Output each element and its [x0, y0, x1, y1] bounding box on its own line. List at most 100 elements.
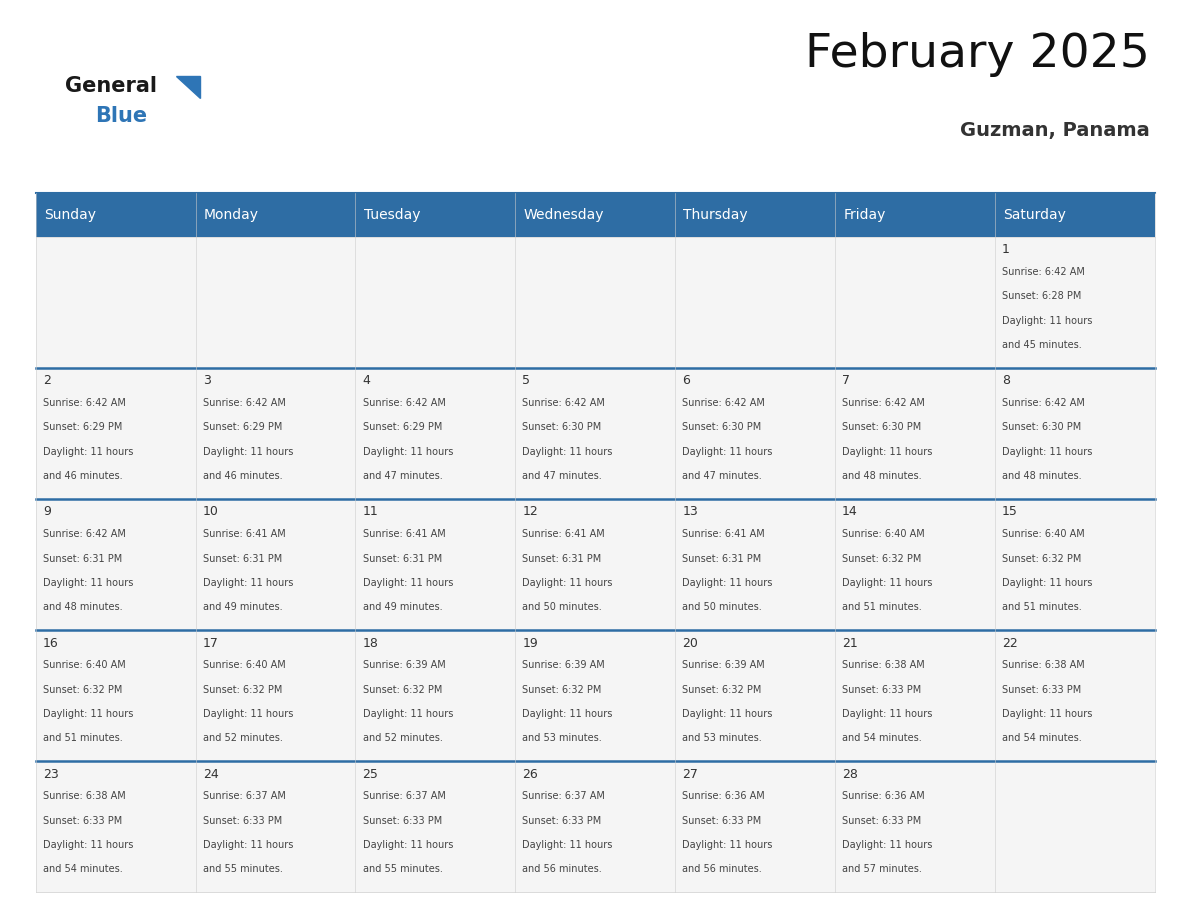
Text: General: General [65, 76, 157, 96]
Bar [355, 761, 516, 892]
Text: Sunrise: 6:41 AM: Sunrise: 6:41 AM [682, 530, 765, 539]
Text: Sunset: 6:32 PM: Sunset: 6:32 PM [203, 685, 282, 695]
Text: and 46 minutes.: and 46 minutes. [43, 471, 122, 481]
Text: Sunset: 6:30 PM: Sunset: 6:30 PM [682, 422, 762, 432]
Text: and 54 minutes.: and 54 minutes. [1001, 733, 1082, 744]
Text: Daylight: 11 hours: Daylight: 11 hours [203, 577, 293, 588]
Text: Daylight: 11 hours: Daylight: 11 hours [523, 709, 613, 719]
Text: 23: 23 [43, 767, 58, 780]
Text: Sunrise: 6:42 AM: Sunrise: 6:42 AM [362, 398, 446, 409]
Text: and 50 minutes.: and 50 minutes. [682, 602, 762, 612]
Text: Daylight: 11 hours: Daylight: 11 hours [43, 840, 133, 850]
Text: Daylight: 11 hours: Daylight: 11 hours [682, 577, 772, 588]
Text: Sunset: 6:32 PM: Sunset: 6:32 PM [43, 685, 122, 695]
Text: Sunset: 6:31 PM: Sunset: 6:31 PM [43, 554, 122, 564]
Bar [36, 499, 196, 630]
Bar [835, 237, 994, 368]
Text: Daylight: 11 hours: Daylight: 11 hours [362, 840, 453, 850]
Bar [994, 761, 1155, 892]
Bar [516, 193, 675, 237]
Text: and 46 minutes.: and 46 minutes. [203, 471, 283, 481]
Text: February 2025: February 2025 [805, 32, 1150, 77]
Text: Daylight: 11 hours: Daylight: 11 hours [43, 447, 133, 457]
Text: and 48 minutes.: and 48 minutes. [842, 471, 922, 481]
Bar [355, 237, 516, 368]
Text: Sunset: 6:30 PM: Sunset: 6:30 PM [842, 422, 922, 432]
Text: Sunrise: 6:40 AM: Sunrise: 6:40 AM [203, 660, 285, 670]
Text: Sunset: 6:30 PM: Sunset: 6:30 PM [1001, 422, 1081, 432]
Bar [36, 630, 196, 761]
Bar [675, 761, 835, 892]
Text: Daylight: 11 hours: Daylight: 11 hours [523, 447, 613, 457]
Text: and 56 minutes.: and 56 minutes. [523, 864, 602, 874]
Bar [994, 368, 1155, 499]
Bar [355, 630, 516, 761]
Bar [835, 499, 994, 630]
Text: Sunset: 6:29 PM: Sunset: 6:29 PM [362, 422, 442, 432]
Text: and 56 minutes.: and 56 minutes. [682, 864, 762, 874]
Text: 10: 10 [203, 506, 219, 519]
Text: and 53 minutes.: and 53 minutes. [523, 733, 602, 744]
Text: 5: 5 [523, 375, 530, 387]
Text: Sunset: 6:32 PM: Sunset: 6:32 PM [842, 554, 922, 564]
Text: Sunrise: 6:41 AM: Sunrise: 6:41 AM [362, 530, 446, 539]
Text: Saturday: Saturday [1003, 207, 1066, 222]
Bar [196, 368, 355, 499]
Bar [196, 761, 355, 892]
Bar [355, 193, 516, 237]
Text: and 57 minutes.: and 57 minutes. [842, 864, 922, 874]
Text: and 51 minutes.: and 51 minutes. [1001, 602, 1082, 612]
Bar [196, 237, 355, 368]
Bar [36, 193, 196, 237]
Text: and 54 minutes.: and 54 minutes. [842, 733, 922, 744]
Text: 24: 24 [203, 767, 219, 780]
Text: and 52 minutes.: and 52 minutes. [362, 733, 442, 744]
Text: Sunrise: 6:40 AM: Sunrise: 6:40 AM [43, 660, 126, 670]
Text: Daylight: 11 hours: Daylight: 11 hours [1001, 316, 1093, 326]
Text: and 47 minutes.: and 47 minutes. [523, 471, 602, 481]
Text: Sunrise: 6:39 AM: Sunrise: 6:39 AM [523, 660, 605, 670]
Text: Daylight: 11 hours: Daylight: 11 hours [362, 447, 453, 457]
Text: Daylight: 11 hours: Daylight: 11 hours [682, 447, 772, 457]
Text: 20: 20 [682, 636, 699, 650]
Text: Sunrise: 6:38 AM: Sunrise: 6:38 AM [842, 660, 925, 670]
Bar [516, 499, 675, 630]
Text: Daylight: 11 hours: Daylight: 11 hours [43, 709, 133, 719]
Text: Sunrise: 6:41 AM: Sunrise: 6:41 AM [523, 530, 605, 539]
Text: Sunrise: 6:39 AM: Sunrise: 6:39 AM [682, 660, 765, 670]
Text: Daylight: 11 hours: Daylight: 11 hours [682, 709, 772, 719]
Text: Sunset: 6:33 PM: Sunset: 6:33 PM [842, 816, 922, 826]
Text: and 50 minutes.: and 50 minutes. [523, 602, 602, 612]
Text: Sunrise: 6:39 AM: Sunrise: 6:39 AM [362, 660, 446, 670]
Text: Sunset: 6:32 PM: Sunset: 6:32 PM [1001, 554, 1081, 564]
Text: Sunrise: 6:42 AM: Sunrise: 6:42 AM [1001, 267, 1085, 277]
Text: and 54 minutes.: and 54 minutes. [43, 864, 122, 874]
Text: Sunrise: 6:40 AM: Sunrise: 6:40 AM [1001, 530, 1085, 539]
Text: Daylight: 11 hours: Daylight: 11 hours [362, 577, 453, 588]
Text: 14: 14 [842, 506, 858, 519]
Text: Daylight: 11 hours: Daylight: 11 hours [203, 840, 293, 850]
Text: Daylight: 11 hours: Daylight: 11 hours [203, 447, 293, 457]
Text: Sunrise: 6:37 AM: Sunrise: 6:37 AM [203, 791, 285, 801]
Text: Tuesday: Tuesday [364, 207, 421, 222]
Text: 16: 16 [43, 636, 58, 650]
Text: Sunrise: 6:42 AM: Sunrise: 6:42 AM [1001, 398, 1085, 409]
Text: 2: 2 [43, 375, 51, 387]
Text: and 53 minutes.: and 53 minutes. [682, 733, 762, 744]
Text: Sunset: 6:29 PM: Sunset: 6:29 PM [203, 422, 282, 432]
Text: Daylight: 11 hours: Daylight: 11 hours [842, 840, 933, 850]
Text: Sunrise: 6:37 AM: Sunrise: 6:37 AM [362, 791, 446, 801]
Bar [36, 237, 196, 368]
Text: Sunrise: 6:42 AM: Sunrise: 6:42 AM [842, 398, 925, 409]
Text: 21: 21 [842, 636, 858, 650]
Text: Daylight: 11 hours: Daylight: 11 hours [842, 447, 933, 457]
Text: Blue: Blue [95, 106, 147, 126]
Text: and 48 minutes.: and 48 minutes. [1001, 471, 1081, 481]
Text: Sunrise: 6:36 AM: Sunrise: 6:36 AM [842, 791, 925, 801]
Text: Sunset: 6:33 PM: Sunset: 6:33 PM [842, 685, 922, 695]
Text: Sunrise: 6:38 AM: Sunrise: 6:38 AM [1001, 660, 1085, 670]
Text: Sunrise: 6:41 AM: Sunrise: 6:41 AM [203, 530, 285, 539]
Bar [196, 499, 355, 630]
Text: Sunset: 6:33 PM: Sunset: 6:33 PM [203, 816, 282, 826]
Bar [516, 368, 675, 499]
